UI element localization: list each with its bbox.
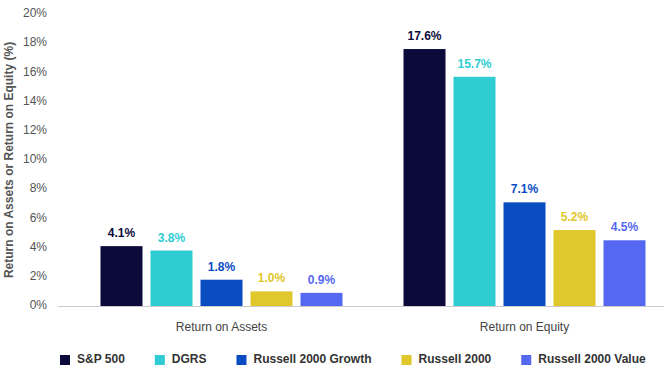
bar xyxy=(251,291,293,306)
bar xyxy=(454,77,496,306)
y-tick xyxy=(55,247,58,248)
bar xyxy=(504,202,546,306)
bar xyxy=(201,280,243,306)
bar xyxy=(554,230,596,306)
y-tick-label: 16% xyxy=(23,65,47,79)
legend-swatch xyxy=(155,355,165,365)
y-axis-label: Return on Assets or Return on Equity (%) xyxy=(2,42,16,278)
chart: Return on Assets or Return on Equity (%)… xyxy=(0,0,664,377)
y-tick-label: 20% xyxy=(23,6,47,20)
legend-swatch xyxy=(521,355,531,365)
y-tick xyxy=(55,14,58,15)
x-axis-line xyxy=(58,306,664,307)
y-tick xyxy=(55,43,58,44)
y-tick-label: 2% xyxy=(30,269,48,283)
y-tick-label: 8% xyxy=(30,181,48,195)
y-tick xyxy=(55,101,58,102)
y-tick xyxy=(55,160,58,161)
y-tick-label: 6% xyxy=(30,211,48,225)
data-label: 4.5% xyxy=(611,220,639,234)
x-tick-label: Return on Equity xyxy=(480,320,569,334)
bars xyxy=(101,49,646,306)
y-tick-label: 14% xyxy=(23,94,47,108)
bar xyxy=(101,246,143,306)
legend-swatch xyxy=(402,355,412,365)
data-label: 1.0% xyxy=(258,271,286,285)
legend: S&P 500 DGRS Russell 2000 Growth Russell 20… xyxy=(60,352,646,366)
y-tick-label: 10% xyxy=(23,152,47,166)
bar xyxy=(404,49,446,306)
legend-label: Russell 2000 Value xyxy=(538,352,646,366)
y-tick-label: 12% xyxy=(23,123,47,137)
data-label: 0.9% xyxy=(308,273,336,287)
data-label: 7.1% xyxy=(511,182,539,196)
legend-label: Russell 2000 Growth xyxy=(253,352,371,366)
y-tick xyxy=(55,130,58,131)
data-label: 3.8% xyxy=(158,231,186,245)
y-tick xyxy=(55,218,58,219)
legend-swatch xyxy=(60,355,70,365)
data-label: 4.1% xyxy=(108,226,136,240)
data-labels: 4.1% 3.8% 1.8% 1.0% 0.9% 17.6% 15.7% 7.1% 5.2% 4.… xyxy=(108,29,639,287)
y-tick-label: 0% xyxy=(30,298,48,312)
y-tick xyxy=(55,306,58,307)
y-tick xyxy=(55,72,58,73)
data-label: 1.8% xyxy=(208,260,236,274)
data-label: 15.7% xyxy=(457,57,491,71)
legend-label: S&P 500 xyxy=(77,352,125,366)
y-tick xyxy=(55,189,58,190)
bar xyxy=(301,293,343,306)
data-label: 5.2% xyxy=(561,210,589,224)
data-label: 17.6% xyxy=(407,29,441,43)
y-tick-label: 18% xyxy=(23,35,47,49)
y-tick xyxy=(55,276,58,277)
legend-label: Russell 2000 xyxy=(419,352,492,366)
bar xyxy=(604,240,646,306)
x-tick-label: Return on Assets xyxy=(176,320,267,334)
bar xyxy=(151,251,193,306)
legend-label: DGRS xyxy=(172,352,207,366)
legend-swatch xyxy=(236,355,246,365)
y-tick-label: 4% xyxy=(30,240,48,254)
